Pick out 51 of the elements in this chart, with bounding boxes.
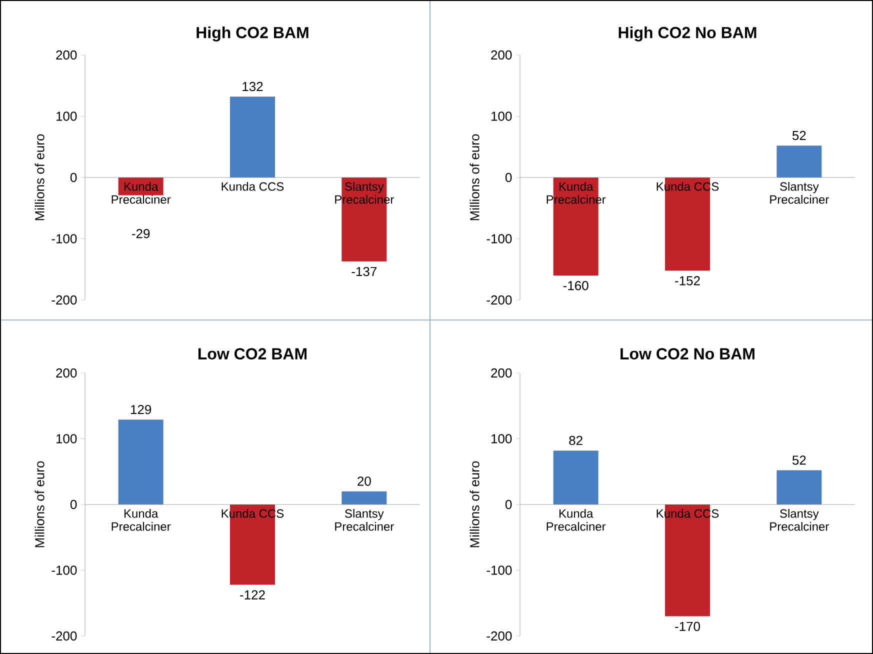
x-tick-label: Slantsy Precalciner: [770, 508, 829, 531]
data-label: -170: [675, 622, 700, 632]
x-tick-label: Kunda Precalciner: [546, 508, 606, 531]
y-tick-label: 100: [492, 112, 512, 121]
data-label: -122: [240, 590, 265, 600]
data-label: -160: [563, 281, 588, 290]
y-axis-title: Millions of euro: [34, 461, 44, 548]
y-tick-label: -100: [52, 234, 77, 244]
y-tick-label: -200: [52, 631, 77, 641]
data-label: 20: [358, 476, 371, 486]
data-label: 52: [792, 130, 806, 140]
x-tick-label: Kunda CCS: [222, 182, 284, 191]
y-tick-label: 200: [56, 50, 77, 60]
chart-title: Low CO2 No BAM: [620, 348, 754, 360]
y-axis-title: Millions of euro: [470, 461, 480, 548]
y-tick-label: 200: [56, 368, 77, 378]
y-tick-label: 0: [505, 500, 512, 510]
y-tick-label: 0: [505, 172, 512, 182]
x-tick-label: Slantsy Precalciner: [770, 182, 829, 204]
bar: [776, 470, 822, 504]
y-tick-label: -100: [52, 566, 77, 575]
y-tick-label: -100: [486, 566, 512, 575]
y-tick-label: 100: [56, 434, 77, 444]
y-tick-label: -200: [486, 631, 512, 641]
data-label: 82: [569, 436, 582, 446]
y-tick-label: 100: [492, 434, 512, 444]
y-tick-label: -100: [486, 234, 512, 244]
bar: [342, 491, 387, 504]
chart-title: High CO2 BAM: [196, 26, 308, 42]
y-tick-label: 200: [491, 368, 512, 378]
x-tick-label: Kunda Precalciner: [112, 182, 171, 204]
y-tick-label: 0: [70, 500, 77, 510]
data-label: -152: [675, 276, 700, 286]
chart-title: High CO2 No BAM: [618, 26, 756, 42]
bar: [553, 450, 598, 504]
data-label: 129: [130, 404, 152, 414]
y-tick-label: -200: [486, 295, 512, 305]
data-label: -137: [352, 266, 377, 276]
y-tick-label: 200: [491, 50, 512, 60]
x-tick-label: Kunda Precalciner: [112, 508, 171, 531]
bar: [118, 420, 164, 504]
data-label: 52: [792, 456, 806, 465]
y-tick-label: -200: [52, 295, 77, 305]
chart-title: Low CO2 BAM: [198, 348, 307, 360]
data-label: 132: [242, 82, 263, 92]
y-tick-label: 100: [56, 112, 77, 121]
x-tick-label: Slantsy Precalciner: [335, 508, 394, 531]
y-axis-title: Millions of euro: [470, 134, 480, 220]
y-axis-title: Millions of euro: [34, 134, 44, 220]
data-label: -29: [132, 229, 150, 238]
y-tick-label: 0: [70, 172, 77, 182]
